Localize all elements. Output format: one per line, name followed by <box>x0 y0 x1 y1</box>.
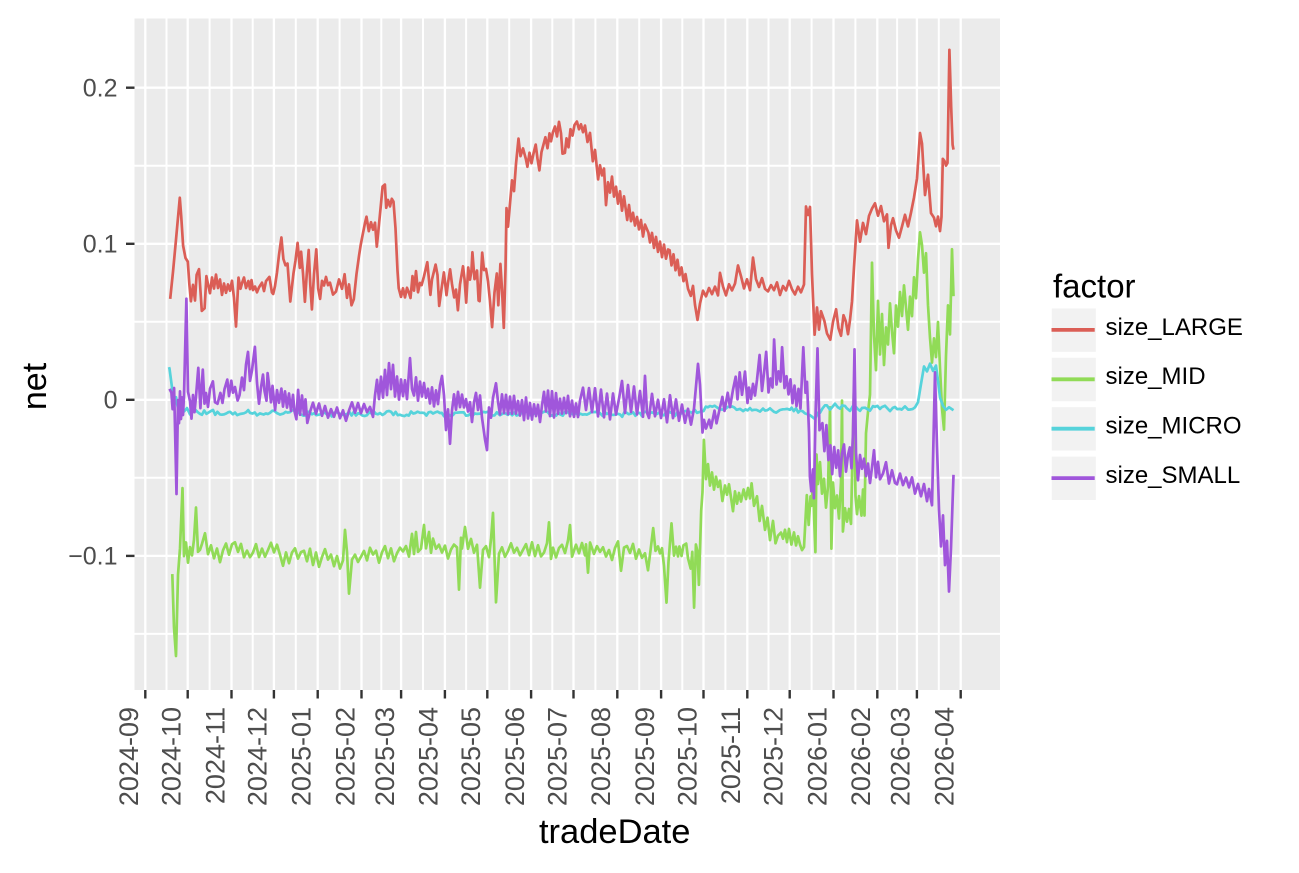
svg-text:2024-12: 2024-12 <box>243 707 273 806</box>
svg-text:size_SMALL: size_SMALL <box>1106 462 1241 489</box>
svg-text:2025-04: 2025-04 <box>414 707 444 806</box>
svg-text:2025-06: 2025-06 <box>500 707 530 806</box>
svg-text:size_LARGE: size_LARGE <box>1106 314 1243 341</box>
svg-text:2024-11: 2024-11 <box>200 707 230 804</box>
svg-text:2025-03: 2025-03 <box>370 707 400 806</box>
svg-text:2025-09: 2025-09 <box>630 707 660 806</box>
svg-text:2025-02: 2025-02 <box>330 707 360 806</box>
svg-text:2025-11: 2025-11 <box>716 707 746 804</box>
svg-text:size_MID: size_MID <box>1106 363 1206 390</box>
svg-text:net: net <box>16 362 54 410</box>
svg-text:2025-05: 2025-05 <box>456 707 486 806</box>
svg-text:2024-10: 2024-10 <box>157 707 187 806</box>
svg-text:0.2: 0.2 <box>83 74 118 102</box>
svg-text:−0.1: −0.1 <box>68 543 117 571</box>
svg-text:2024-09: 2024-09 <box>114 707 144 806</box>
svg-text:2025-12: 2025-12 <box>759 707 789 806</box>
svg-text:2025-08: 2025-08 <box>586 707 616 806</box>
svg-text:size_MICRO: size_MICRO <box>1106 413 1242 440</box>
svg-text:2025-07: 2025-07 <box>542 707 572 806</box>
svg-text:2026-04: 2026-04 <box>930 707 960 806</box>
svg-text:tradeDate: tradeDate <box>539 813 691 851</box>
svg-text:2026-02: 2026-02 <box>846 707 876 806</box>
svg-text:0.1: 0.1 <box>83 230 118 258</box>
svg-text:2025-10: 2025-10 <box>672 707 702 806</box>
svg-text:0: 0 <box>104 387 118 415</box>
svg-text:2026-01: 2026-01 <box>802 707 832 806</box>
svg-text:factor: factor <box>1053 268 1136 305</box>
svg-text:2025-01: 2025-01 <box>287 707 317 806</box>
svg-text:2026-03: 2026-03 <box>886 707 916 806</box>
